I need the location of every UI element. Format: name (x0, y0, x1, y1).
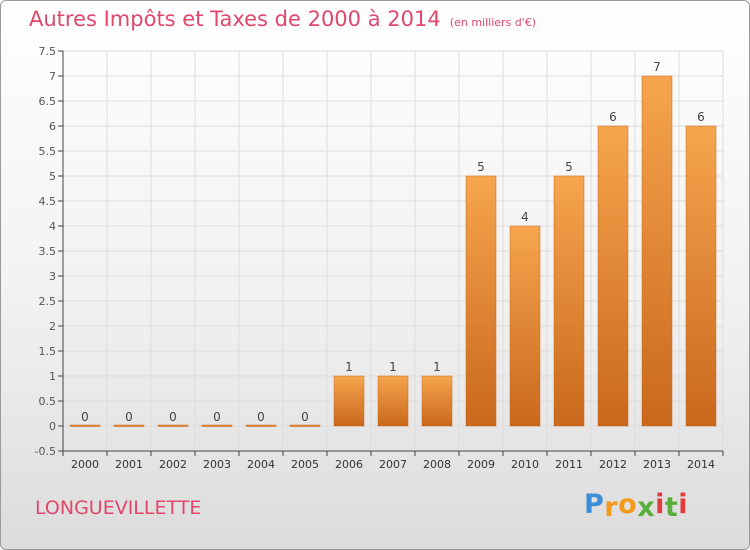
data-label: 5 (565, 160, 573, 174)
data-label: 0 (257, 410, 265, 424)
x-tick-label: 2009 (467, 458, 495, 471)
x-tick-label: 2002 (159, 458, 187, 471)
y-tick-label: 4 (49, 220, 56, 233)
data-label: 0 (213, 410, 221, 424)
x-tick-label: 2008 (423, 458, 451, 471)
y-tick-label: 6.5 (39, 95, 57, 108)
data-label: 7 (653, 60, 661, 74)
y-tick-label: -0.5 (35, 445, 56, 458)
data-label: 0 (125, 410, 133, 424)
data-label: 6 (697, 110, 705, 124)
y-tick-label: 2.5 (39, 295, 57, 308)
logo-letter: r (604, 492, 619, 523)
data-label: 4 (521, 210, 529, 224)
x-tick-label: 2005 (291, 458, 319, 471)
x-tick-label: 2004 (247, 458, 275, 471)
axes (58, 50, 724, 456)
bar-2009 (465, 175, 497, 427)
data-label: 5 (477, 160, 485, 174)
bar-2004 (245, 424, 277, 427)
x-tick-label: 2006 (335, 458, 363, 471)
chart-title-text: Autres Impôts et Taxes de 2000 à 2014 (29, 7, 441, 31)
bar-2013 (641, 75, 673, 427)
bar-2002 (157, 424, 189, 427)
bar-2001 (113, 424, 145, 427)
bar-2010 (509, 225, 541, 427)
bar-2003 (201, 424, 233, 427)
y-tick-label: 1 (49, 370, 56, 383)
bar-2005 (289, 424, 321, 427)
y-tick-label: 0.5 (39, 395, 57, 408)
data-label: 1 (433, 360, 441, 374)
x-tick-label: 2012 (599, 458, 627, 471)
x-tick-label: 2003 (203, 458, 231, 471)
data-label: 0 (169, 410, 177, 424)
data-label: 1 (389, 360, 397, 374)
bar-2012 (597, 125, 629, 427)
bars (69, 75, 717, 427)
data-label: 6 (609, 110, 617, 124)
bar-2011 (553, 175, 585, 427)
x-tick-label: 2010 (511, 458, 539, 471)
data-label: 1 (345, 360, 353, 374)
x-tick-label: 2013 (643, 458, 671, 471)
y-tick-label: 2 (49, 320, 56, 333)
bar-2000 (69, 424, 101, 427)
logo-letter: i (655, 489, 665, 520)
x-tick-label: 2011 (555, 458, 583, 471)
y-tick-label: 4.5 (39, 195, 57, 208)
y-tick-label: 7.5 (39, 45, 57, 58)
y-tick-label: 0 (49, 420, 56, 433)
bar-2014 (685, 125, 717, 427)
bar-2008 (421, 375, 453, 427)
x-tick-label: 2014 (687, 458, 715, 471)
y-tick-label: 3.5 (39, 245, 57, 258)
labels: -0.5 0 0.5 1 1.5 2 2.5 3 3.5 4 4.5 5 5.5 6 6.5 7 7.5 0 200… (35, 45, 715, 471)
y-tick-label: 7 (49, 70, 56, 83)
bar-2007 (377, 375, 409, 427)
y-tick-label: 5 (49, 170, 56, 183)
commune-name: LONGUEVILLETTE (35, 497, 202, 519)
bar-2006 (333, 375, 365, 427)
logo-letter: i (678, 489, 689, 520)
data-label: 0 (301, 410, 309, 424)
proxiti-logo[interactable]: Proxiti (584, 489, 689, 523)
logo-letter: P (584, 489, 605, 520)
y-tick-label: 3 (49, 270, 56, 283)
y-tick-label: 5.5 (39, 145, 57, 158)
logo-letter: t (664, 492, 679, 523)
x-tick-label: 2001 (115, 458, 143, 471)
logo-letter: x (637, 492, 656, 523)
logo-letter: o (618, 489, 638, 520)
x-tick-label: 2007 (379, 458, 407, 471)
x-tick-label: 2000 (71, 458, 99, 471)
data-label: 0 (81, 410, 89, 424)
chart-title: Autres Impôts et Taxes de 2000 à 2014 (e… (29, 7, 536, 31)
y-tick-label: 6 (49, 120, 56, 133)
chart-unit: (en milliers d'€) (449, 16, 537, 29)
y-tick-label: 1.5 (39, 345, 57, 358)
